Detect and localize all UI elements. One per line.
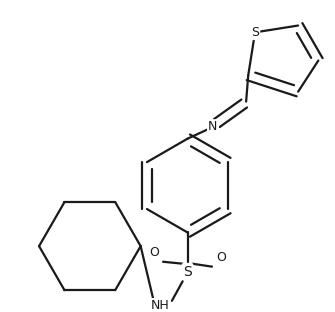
Text: O: O [216,251,226,264]
Text: O: O [149,246,159,260]
Text: NH: NH [151,299,170,312]
Text: N: N [208,120,218,134]
Text: S: S [183,265,192,279]
Text: S: S [251,26,259,39]
